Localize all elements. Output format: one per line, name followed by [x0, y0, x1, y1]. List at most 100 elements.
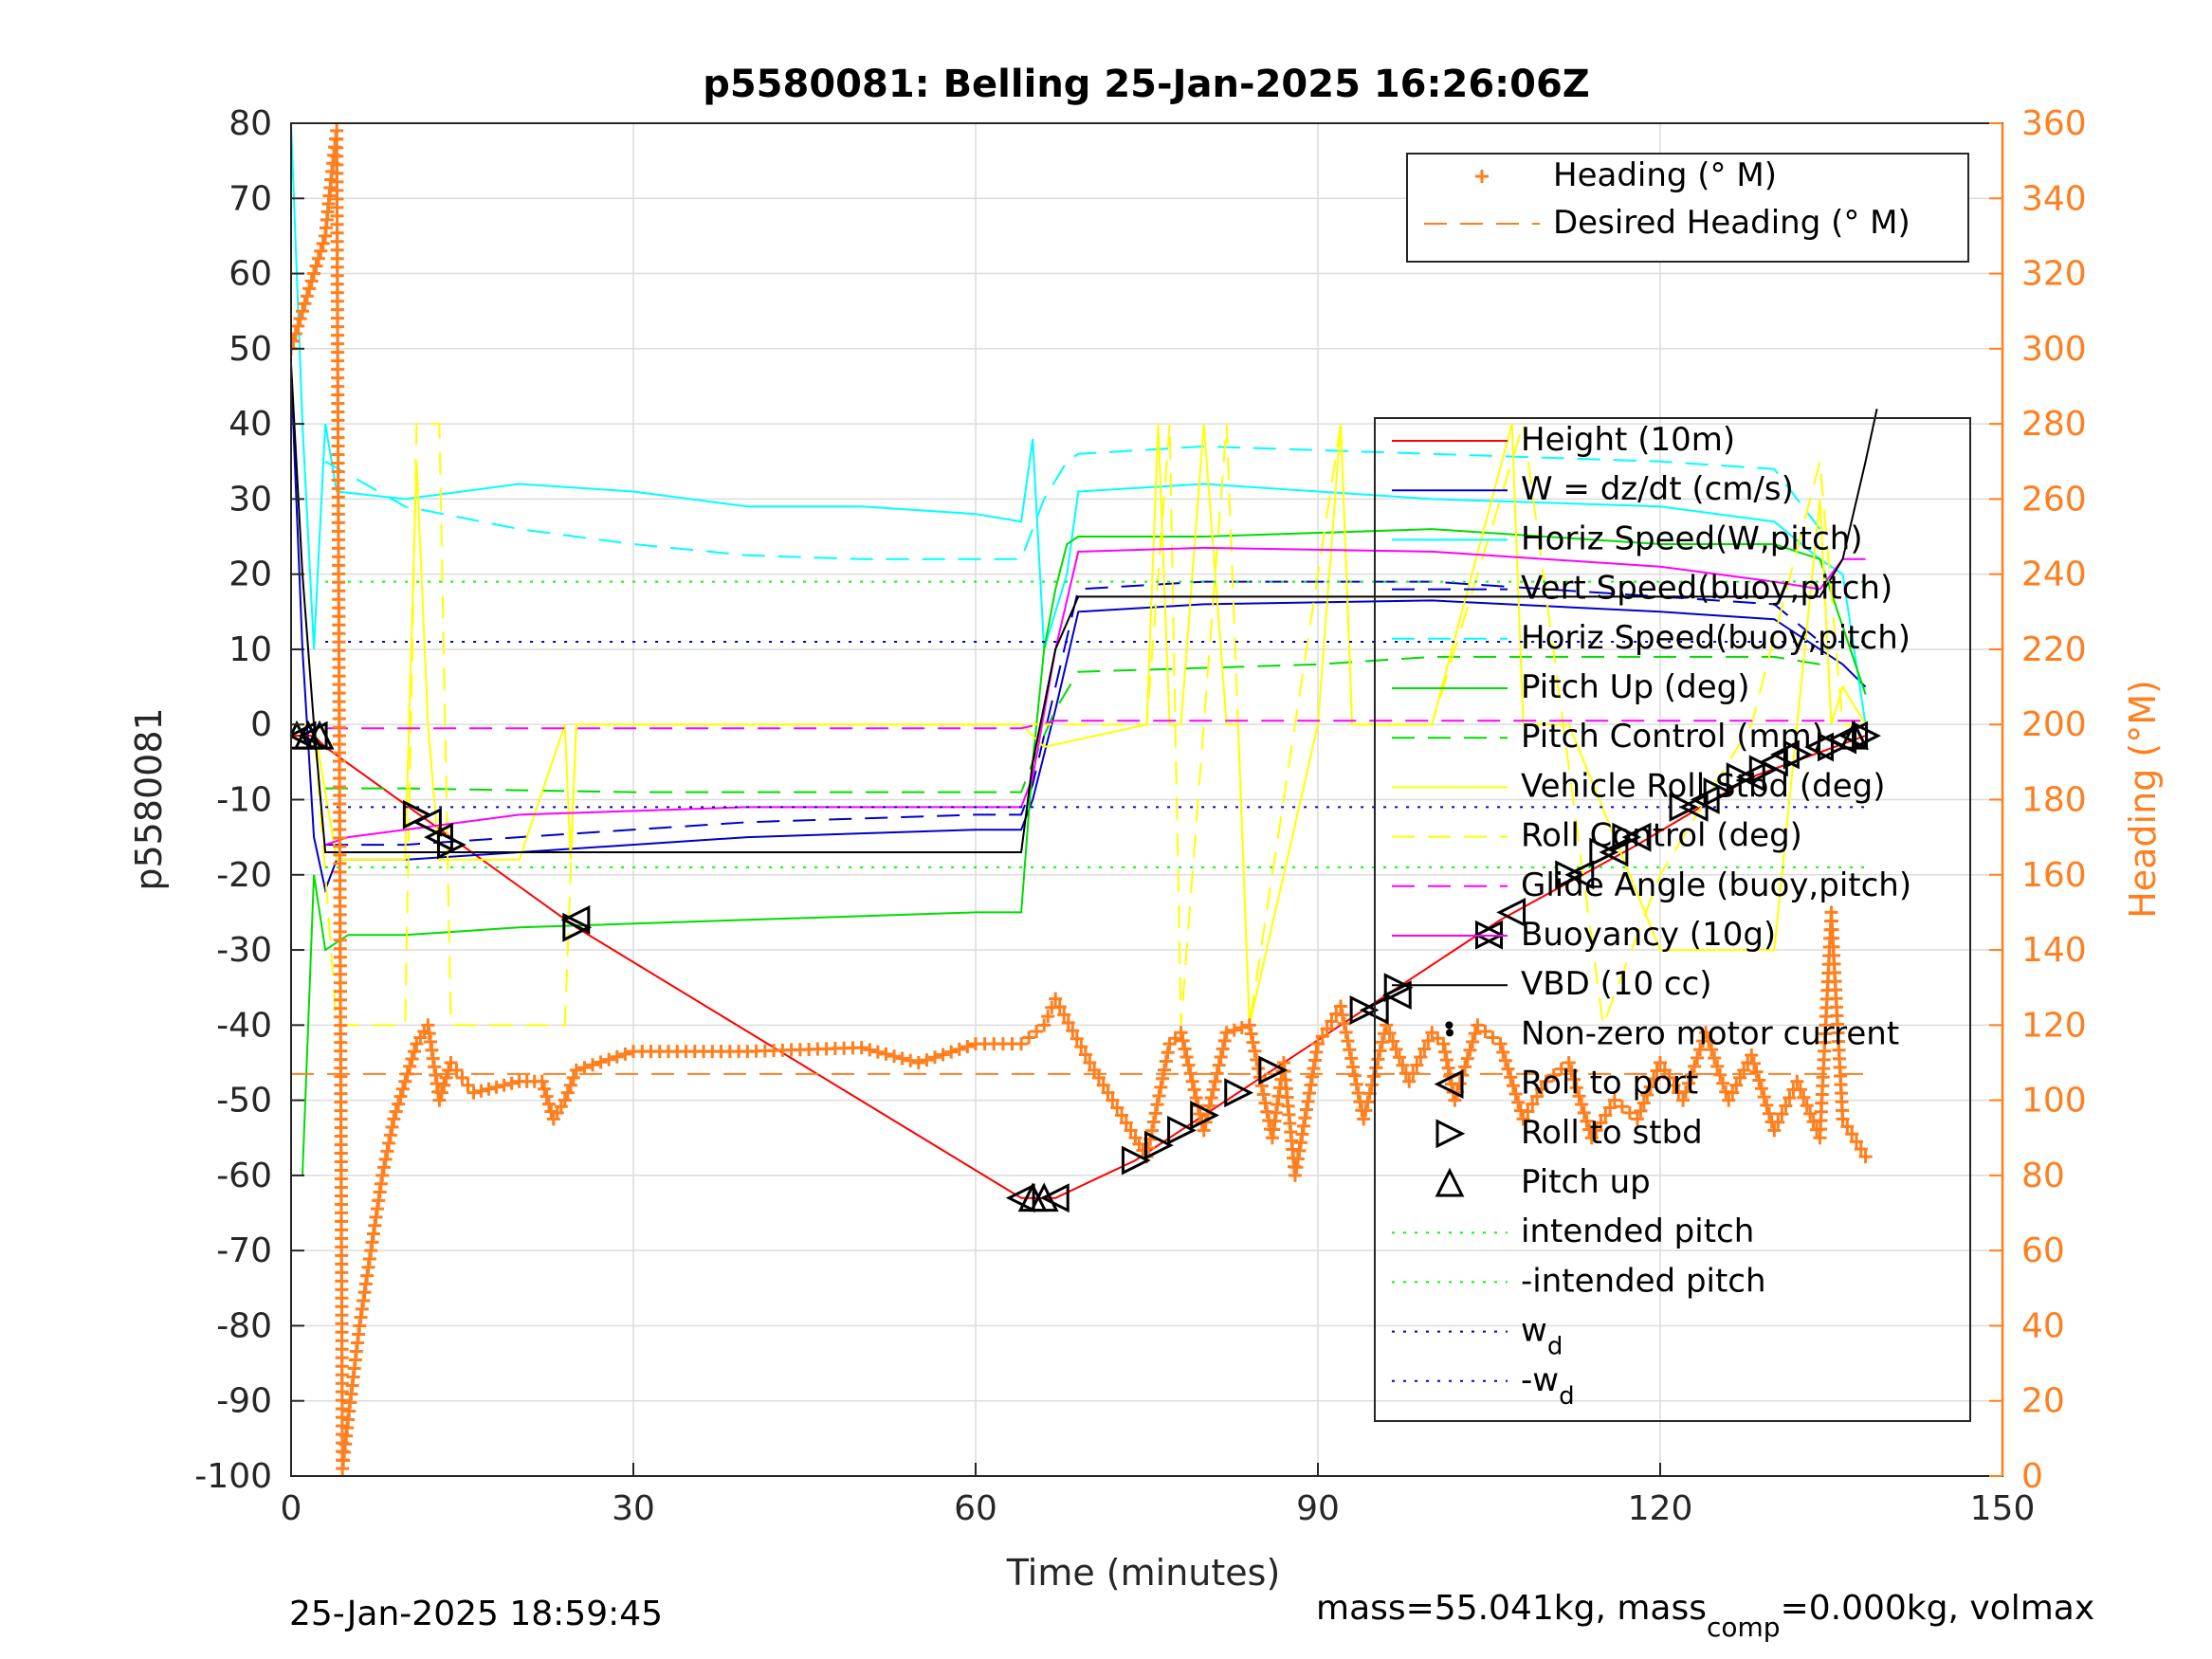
heading-m-marker [1441, 1061, 1455, 1075]
y-tick-label-left: -90 [216, 1382, 272, 1421]
heading-m-marker [1091, 1070, 1106, 1085]
legend-entry-non-zero-motor-current-swatch [1446, 1029, 1453, 1037]
heading-m-marker [314, 244, 328, 258]
heading-m-marker [1615, 1100, 1629, 1114]
heading-m-marker [1594, 1116, 1608, 1130]
legend-entry-vbd-10-cc-label: VBD (10 cc) [1521, 965, 1712, 1003]
heading-m-marker [1325, 1014, 1339, 1029]
heading-m-marker [1337, 1016, 1351, 1030]
heading-m-marker [1667, 1078, 1681, 1092]
main-legend: Height (10m) W = dz/dt (cm/s) Horiz Speed(… [1374, 417, 1971, 1422]
heading-m-marker [1790, 1074, 1804, 1088]
legend-entry-desired-heading-m-label: Desired Heading (° M) [1553, 204, 1910, 242]
heading-m-marker [1657, 1063, 1672, 1077]
heading-m-marker [1296, 1119, 1310, 1133]
heading-m-marker [1154, 1080, 1168, 1094]
heading-m-marker [535, 1074, 549, 1088]
roll-to-stbd-marker [1190, 1101, 1220, 1130]
heading-m-marker [1101, 1085, 1115, 1100]
heading-m-marker [1214, 1050, 1228, 1065]
heading-m-marker [1530, 1089, 1545, 1103]
heading-m-marker [1767, 1123, 1782, 1138]
roll-to-stbd-marker [402, 799, 432, 830]
x-tick-label: 0 [281, 1489, 302, 1528]
y-tick-label-right: 140 [2021, 931, 2087, 970]
heading-m-marker [1640, 1087, 1654, 1102]
y-tick-label-left: 40 [229, 405, 272, 444]
heading-m-marker [1202, 1099, 1216, 1113]
legend-entry-roll-to-stbd-label: Roll to stbd [1521, 1114, 1703, 1152]
legend-entry-horiz-speed-w-pitch: Horiz Speed(W,pitch) [1392, 520, 1863, 557]
legend-entry-non-zero-motor-current: Non-zero motor current [1446, 1014, 1899, 1052]
heading-m-marker [376, 1160, 391, 1175]
heading-m-marker [1110, 1101, 1124, 1115]
heading-m-marker [1386, 1034, 1400, 1048]
heading-m-marker [1854, 1142, 1868, 1157]
heading-m-marker [1762, 1106, 1776, 1121]
heading-m-marker [1708, 1051, 1722, 1066]
heading-m-marker [309, 259, 323, 273]
heading-m-marker [444, 1055, 458, 1069]
heading-m-marker [1760, 1098, 1774, 1112]
heading-m-marker [1290, 1152, 1305, 1166]
heading-m-marker [1417, 1042, 1432, 1056]
heading-m-marker [904, 1053, 918, 1067]
heading-m-marker [1041, 1010, 1055, 1024]
y-tick-label-left: -80 [216, 1306, 272, 1345]
y-tick-label-left: 50 [229, 330, 272, 369]
heading-m-marker [1217, 1033, 1232, 1048]
heading-m-marker [1506, 1079, 1520, 1093]
heading-m-marker [1849, 1135, 1863, 1149]
legend-entry-roll-to-port-swatch [1434, 1069, 1464, 1100]
y-tick-label-right: 320 [2021, 255, 2087, 294]
y-tick-label-left: -100 [194, 1457, 272, 1496]
y-tick-label-left: -30 [216, 931, 272, 970]
legend-entry-horiz-speed-w-pitch-label: Horiz Speed(W,pitch) [1521, 520, 1863, 557]
legend-main-box [1374, 417, 1971, 1422]
heading-m-marker [1146, 1115, 1161, 1129]
heading-m-marker [466, 1085, 481, 1100]
heading-m-marker [854, 1041, 868, 1055]
heading-m-marker [395, 1082, 410, 1096]
heading-m-marker [1208, 1074, 1222, 1088]
heading-m-marker [1729, 1078, 1744, 1092]
heading-m-marker [382, 1136, 396, 1150]
legend-entry-pitch-up-deg: Pitch Up (deg) [1392, 668, 1749, 706]
roll-to-stbd-marker [1612, 822, 1642, 852]
y-tick-label-left: 80 [229, 104, 272, 143]
heading-m-marker [1702, 1034, 1716, 1048]
heading-m-marker [1246, 1035, 1260, 1049]
y-tick-label-right: 280 [2021, 405, 2087, 444]
heading-m-marker [1244, 1027, 1258, 1041]
heading-m-marker [1679, 1085, 1693, 1099]
heading-m-marker [1210, 1066, 1224, 1081]
heading-m-marker [1757, 1090, 1771, 1104]
y-tick-label-right: 60 [2021, 1231, 2065, 1270]
heading-m-marker [1334, 999, 1348, 1013]
heading-m-marker [1539, 1074, 1553, 1088]
heading-m-marker [1159, 1054, 1173, 1068]
heading-m-marker [1078, 1048, 1092, 1062]
heading-m-marker [474, 1084, 488, 1098]
heading-m-marker [437, 1078, 451, 1092]
y-tick-label-right: 200 [2021, 705, 2087, 744]
heading-m-marker [1688, 1059, 1702, 1073]
heading-m-marker [1301, 1094, 1315, 1108]
heading-m-marker [1643, 1080, 1657, 1094]
heading-m-marker [1493, 1037, 1508, 1051]
heading-m-marker [403, 1059, 417, 1073]
roll-to-stbd-marker [1782, 739, 1813, 770]
heading-m-marker [1369, 1061, 1383, 1075]
roll-to-port-marker [1039, 1183, 1069, 1213]
heading-m-marker [936, 1048, 950, 1062]
heading-m-marker [393, 1089, 408, 1103]
heading-m-marker [1845, 1127, 1859, 1141]
heading-m-marker [1346, 1060, 1361, 1074]
heading-m-marker [1478, 1024, 1492, 1038]
heading-m-marker [1511, 1095, 1526, 1109]
heading-m-marker [1575, 1098, 1589, 1112]
legend-entry-height-10m: Height (10m) [1392, 421, 1735, 459]
y-tick-label-left: 30 [229, 480, 272, 519]
roll-to-stbd-marker [436, 830, 466, 860]
